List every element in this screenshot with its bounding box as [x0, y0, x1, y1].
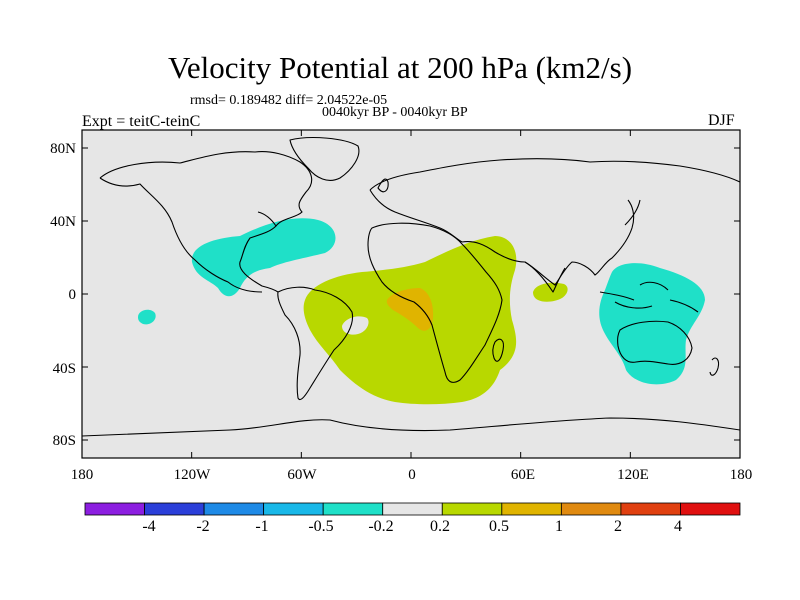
colorbar-label: 0.5	[489, 518, 509, 535]
colorbar-swatch	[84, 502, 145, 516]
colorbar-swatch	[441, 502, 503, 516]
axis-ticks	[81, 130, 741, 458]
lat-label-80s: 80S	[52, 433, 76, 449]
negative-anomaly-central-pacific	[138, 309, 156, 325]
coast-north-america	[99, 151, 313, 293]
rmsd-stats: rmsd= 0.189482 diff= 2.04522e-05	[190, 93, 388, 108]
lat-label-40n: 40N	[50, 214, 76, 230]
colorbar-swatch	[382, 502, 443, 516]
colorbar-swatch	[560, 502, 622, 516]
colorbar-swatch	[680, 502, 741, 516]
colorbar	[84, 502, 741, 516]
colorbar-swatch	[322, 502, 384, 516]
lon-label-180e: 180	[729, 467, 753, 483]
coast-south-america	[277, 286, 354, 401]
colorbar-swatch	[620, 502, 681, 516]
colorbar-swatch	[144, 502, 205, 516]
coast-uk	[377, 178, 389, 193]
season-label: DJF	[708, 112, 735, 129]
coast-japan	[624, 199, 641, 226]
coast-africa	[367, 222, 503, 383]
colorbar-label: -2	[196, 518, 210, 535]
experiment-label: Expt = teitC-teinC	[82, 113, 201, 130]
lon-label-120w: 120W	[173, 467, 211, 483]
colorbar-label: -4	[142, 518, 156, 535]
negative-anomaly-maritime-continent	[599, 263, 705, 385]
lat-label-80n: 80N	[50, 141, 76, 157]
coast-new-zealand	[709, 357, 720, 376]
colorbar-label: -0.2	[368, 518, 394, 535]
coast-antarctica	[82, 417, 740, 437]
period-label: 0040kyr BP - 0040kyr BP	[322, 105, 468, 120]
coast-australia	[617, 320, 693, 365]
colorbar-label: -1	[255, 518, 269, 535]
colorbar-swatch	[203, 502, 265, 516]
coast-indonesia	[599, 281, 699, 313]
lon-label-120e: 120E	[617, 467, 649, 483]
colorbar-swatch	[501, 502, 562, 516]
colorbar-label: 4	[674, 518, 682, 535]
colorbar-swatch	[263, 502, 324, 516]
lat-label-eq: 0	[68, 287, 77, 303]
coastlines	[82, 137, 740, 437]
coast-greenland	[289, 137, 360, 181]
colorbar-label: -0.5	[308, 518, 334, 535]
coast-india	[524, 261, 566, 293]
lat-label-40s: 40S	[52, 361, 76, 377]
strong-positive-anomaly-south-atlantic	[386, 288, 434, 331]
positive-anomaly-indian-ocean	[533, 282, 568, 302]
map-title: Velocity Potential at 200 hPa (km2/s)	[167, 50, 633, 85]
lon-label-180w: 180	[70, 467, 94, 483]
lon-label-60w: 60W	[287, 467, 317, 483]
lon-label-60e: 60E	[510, 467, 536, 483]
negative-anomaly-north-america	[191, 218, 336, 297]
coast-madagascar	[492, 338, 504, 362]
lon-label-0: 0	[408, 467, 416, 483]
colorbar-label: 2	[614, 518, 622, 535]
colorbar-label: 0.2	[430, 518, 450, 535]
colorbar-label: 1	[555, 518, 563, 535]
